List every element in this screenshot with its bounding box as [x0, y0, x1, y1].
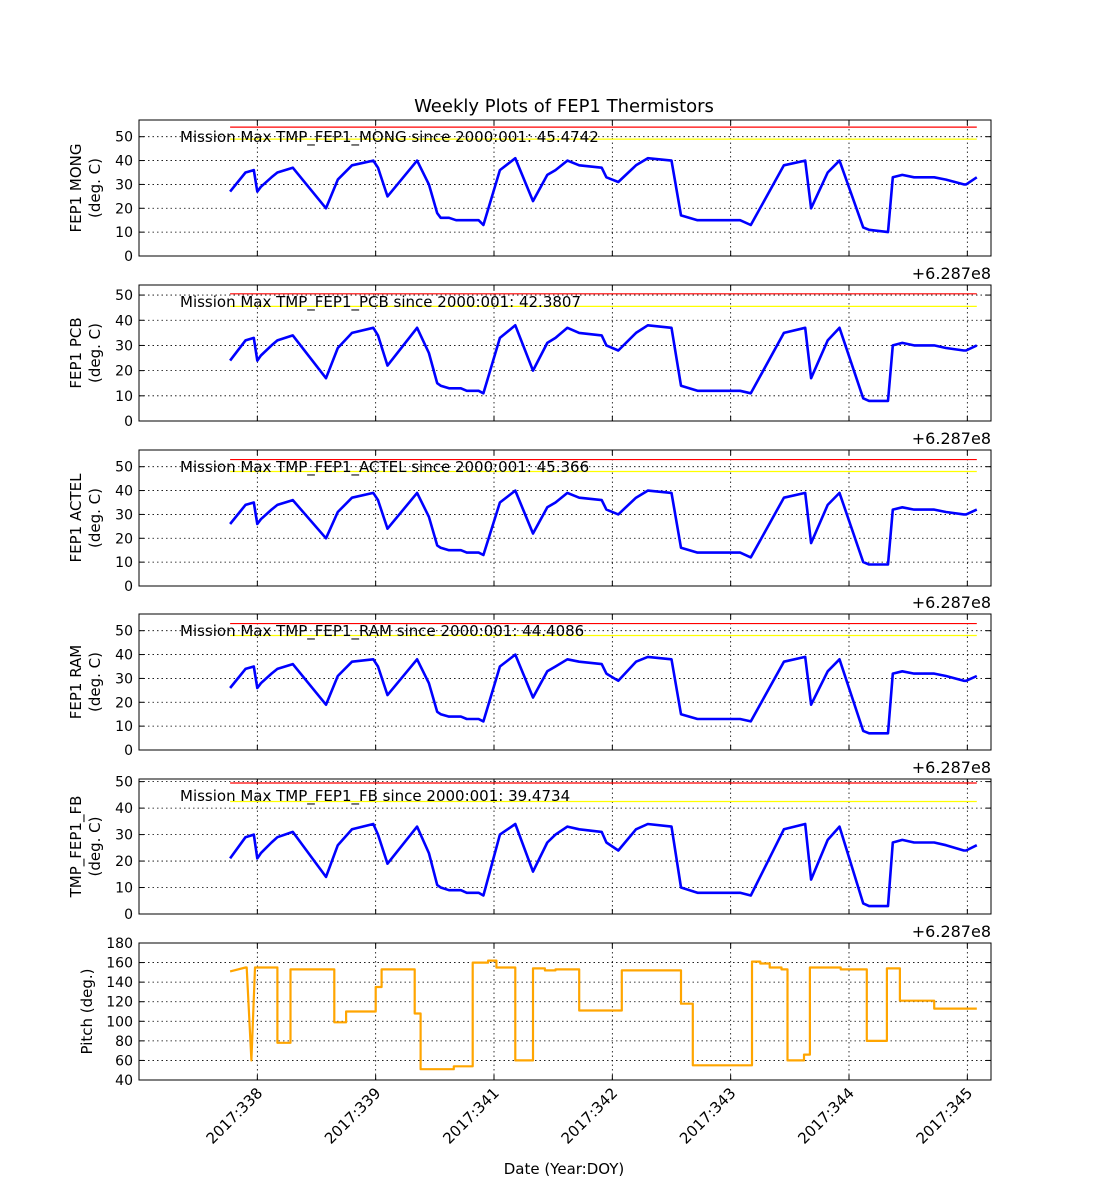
- y-axis-label: FEP1 MONG: [67, 143, 85, 232]
- temperature-series-line: [229, 653, 978, 735]
- y-tick-label: 50: [115, 775, 133, 791]
- y-tick-label: 40: [115, 1073, 133, 1089]
- y-tick-label: 40: [115, 313, 133, 329]
- y-tick-label: 0: [124, 907, 133, 923]
- y-axis-label-unit: (deg. C): [86, 158, 104, 218]
- y-tick-label: 140: [106, 975, 133, 991]
- chart-panel-2: 0 10 20 30 40 50 Mission Max TMP_FEP1_PCB sinc…: [67, 264, 992, 430]
- mission-max-annotation: Mission Max TMP_FEP1_RAM since 2000:001:…: [180, 622, 584, 641]
- y-axis-label-unit: (deg. C): [86, 488, 104, 548]
- figure-title: Weekly Plots of FEP1 Thermistors: [414, 96, 714, 117]
- y-tick-label: 80: [115, 1034, 133, 1050]
- mission-max-annotation: Mission Max TMP_FEP1_MONG since 2000:001…: [180, 128, 599, 147]
- y-tick-label: 20: [115, 695, 133, 711]
- plot-frame: [138, 119, 992, 257]
- pitch-series-line: [229, 959, 977, 1071]
- plot-frame: [138, 284, 992, 422]
- y-tick-label: 160: [106, 956, 133, 972]
- y-axis-label-unit: (deg. C): [86, 652, 104, 712]
- x-offset-label: +6.287e8: [912, 264, 991, 283]
- y-tick-label: 50: [115, 288, 133, 304]
- x-tick-label: 2017:345: [913, 1084, 977, 1148]
- chart-panel-4: 0 10 20 30 40 50 Mission Max TMP_FEP1_RAM sinc…: [67, 593, 992, 759]
- y-tick-label: 50: [115, 130, 133, 146]
- y-tick-label: 30: [115, 507, 133, 523]
- y-tick-label: 0: [124, 249, 133, 265]
- y-axis-label-unit: (deg. C): [86, 817, 104, 877]
- y-tick-label: 10: [115, 881, 133, 897]
- temperature-series-line: [229, 489, 978, 566]
- x-tick-label: 2017:342: [558, 1084, 622, 1148]
- plot-frame: [138, 942, 992, 1081]
- mission-max-annotation: Mission Max TMP_FEP1_ACTEL since 2000:00…: [180, 458, 589, 477]
- y-tick-label: 180: [106, 936, 133, 952]
- x-axis-label: Date (Year:DOY): [504, 1160, 625, 1178]
- y-tick-label: 30: [115, 671, 133, 687]
- plot-frame: [138, 613, 992, 751]
- y-tick-label: 0: [124, 579, 133, 595]
- y-tick-label: 10: [115, 225, 133, 241]
- temperature-series-line: [229, 156, 978, 234]
- y-tick-label: 10: [115, 719, 133, 735]
- y-tick-label: 10: [115, 555, 133, 571]
- y-tick-label: 20: [115, 201, 133, 217]
- y-axis-label: FEP1 ACTEL: [67, 473, 85, 563]
- y-tick-label: 10: [115, 389, 133, 405]
- y-tick-label: 30: [115, 338, 133, 354]
- y-tick-label: 100: [106, 1014, 133, 1030]
- mission-max-annotation: Mission Max TMP_FEP1_PCB since 2000:001:…: [180, 293, 581, 312]
- y-tick-label: 40: [115, 484, 133, 500]
- x-offset-label: +6.287e8: [912, 429, 991, 448]
- y-tick-label: 20: [115, 531, 133, 547]
- x-tick-label: 2017:341: [439, 1084, 503, 1148]
- x-tick-label: 2017:343: [676, 1084, 740, 1148]
- y-tick-label: 0: [124, 414, 133, 430]
- y-tick-label: 120: [106, 995, 133, 1011]
- plot-frame: [138, 449, 992, 587]
- x-offset-label: +6.287e8: [912, 593, 991, 612]
- plot-frame: [138, 778, 992, 915]
- mission-max-annotation: Mission Max TMP_FEP1_FB since 2000:001: …: [180, 787, 570, 806]
- panels: 0 10 20 30 40 50 Mission Max TMP_FEP1_MONG sin…: [67, 119, 992, 1148]
- chart-panel-3: 0 10 20 30 40 50 Mission Max TMP_FEP1_ACTEL si…: [67, 429, 992, 595]
- y-tick-label: 0: [124, 743, 133, 759]
- y-tick-label: 30: [115, 828, 133, 844]
- chart-panel-5: 0 10 20 30 40 50 Mission Max TMP_FEP1_FB since…: [67, 758, 992, 923]
- chart-panel-1: 0 10 20 30 40 50 Mission Max TMP_FEP1_MONG sin…: [67, 119, 992, 265]
- y-tick-label: 40: [115, 648, 133, 664]
- temperature-series-line: [229, 324, 978, 403]
- y-tick-label: 40: [115, 801, 133, 817]
- y-axis-label: TMP_FEP1_FB: [67, 796, 86, 899]
- x-tick-label: 2017:344: [794, 1084, 858, 1148]
- x-offset-label: +6.287e8: [912, 758, 991, 777]
- y-tick-label: 20: [115, 364, 133, 380]
- y-tick-label: 20: [115, 854, 133, 870]
- temperature-series-line: [229, 822, 978, 908]
- chart-panel-6: 40 60 80 100 120 140 160 180 Pitch (deg.) +6.287e…: [78, 922, 992, 1089]
- x-tick-label: 2017:339: [321, 1084, 385, 1148]
- y-axis-label: FEP1 PCB: [67, 317, 85, 388]
- y-tick-label: 40: [115, 154, 133, 170]
- y-tick-label: 60: [115, 1053, 133, 1069]
- x-tick-label: 2017:338: [203, 1084, 267, 1148]
- y-axis-label: Pitch (deg.): [78, 968, 96, 1054]
- y-tick-label: 50: [115, 460, 133, 476]
- y-axis-label-unit: (deg. C): [86, 323, 104, 383]
- y-tick-label: 30: [115, 177, 133, 193]
- y-axis-label: FEP1 RAM: [67, 645, 85, 719]
- x-offset-label: +6.287e8: [912, 922, 991, 941]
- y-tick-label: 50: [115, 624, 133, 640]
